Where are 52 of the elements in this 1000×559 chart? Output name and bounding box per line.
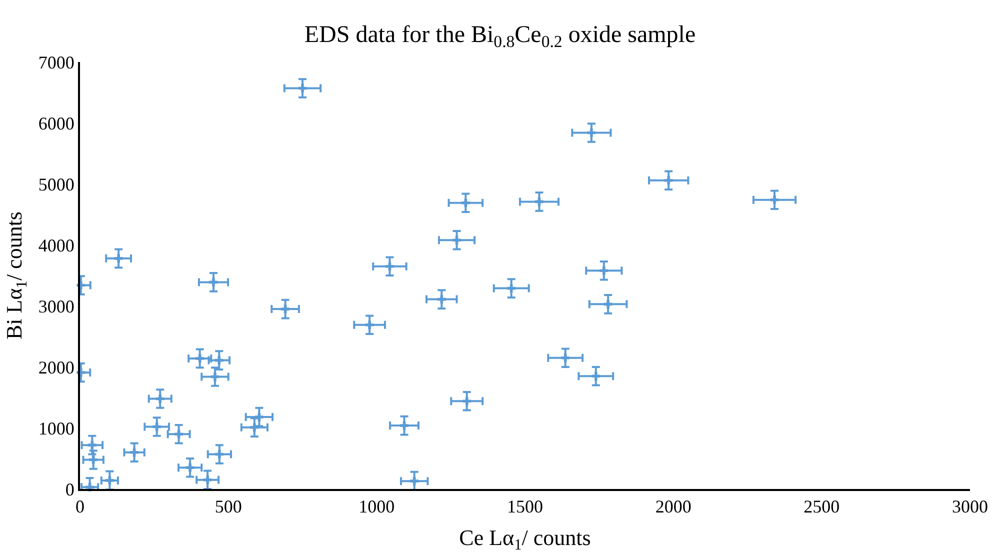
x-tick-label: 1500 <box>507 496 543 517</box>
x-axis-title: Ce Lα$_{1}$/ counts <box>459 525 591 554</box>
point <box>400 421 408 430</box>
point <box>587 128 596 137</box>
point <box>461 198 470 208</box>
x-tick-label: 3000 <box>952 496 988 517</box>
point <box>214 356 224 364</box>
point <box>210 372 220 381</box>
point <box>174 430 183 438</box>
point <box>386 262 394 271</box>
x-tick-label: 500 <box>214 496 242 517</box>
point <box>254 412 264 422</box>
point <box>186 463 194 472</box>
point <box>281 304 290 314</box>
y-tick-label: 2000 <box>38 357 74 378</box>
y-tick-label: 1000 <box>38 418 74 438</box>
point <box>196 354 204 363</box>
point <box>88 440 96 450</box>
point <box>535 197 544 206</box>
y-tick-label: 4000 <box>38 235 74 256</box>
y-tick-label: 7000 <box>38 52 74 72</box>
point <box>105 476 114 485</box>
chart-title: EDS data for the Bi$_{0.8}$Ce$_{0.2}$ oxide sample <box>304 22 696 51</box>
point <box>770 196 779 204</box>
point <box>561 354 570 362</box>
x-tick-label: 2000 <box>655 496 692 517</box>
y-tick-label: 3000 <box>38 296 74 316</box>
point <box>250 423 259 432</box>
point <box>130 448 138 457</box>
y-tick-label: 0 <box>65 479 74 500</box>
y-tick-label: 6000 <box>38 113 74 134</box>
point <box>462 396 472 406</box>
point <box>365 320 374 330</box>
point <box>600 266 608 275</box>
point <box>604 300 612 308</box>
point <box>89 456 98 464</box>
x-tick-label: 1000 <box>358 496 395 517</box>
x-tick-label: 2500 <box>804 496 840 517</box>
point <box>452 236 461 244</box>
point <box>410 476 419 486</box>
point <box>437 295 446 304</box>
point <box>209 278 218 286</box>
y-tick-label: 5000 <box>38 174 74 194</box>
point <box>114 254 123 263</box>
point <box>507 284 516 293</box>
point <box>152 422 162 431</box>
point <box>592 372 600 380</box>
point <box>215 450 224 458</box>
point <box>156 394 164 403</box>
point <box>664 176 673 185</box>
point <box>298 84 307 92</box>
point <box>203 476 212 484</box>
